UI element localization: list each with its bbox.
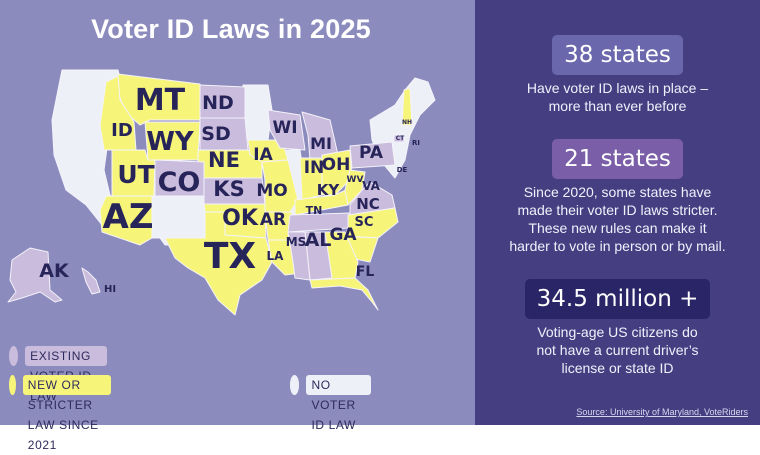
stat-stricter-states: 21 states Since 2020, some states have m… <box>475 139 760 255</box>
map-panel: Voter ID Laws in 2025 <box>0 0 475 452</box>
stats-panel: 38 states Have voter ID laws in place – … <box>475 0 760 425</box>
legend-swatch-new-or-stricter <box>9 375 16 395</box>
state-label-NH: NH <box>402 119 412 126</box>
state-shape-WV <box>344 169 366 206</box>
legend-label-existing: EXISTING VOTER ID LAW <box>25 346 107 403</box>
legend-swatch-no-id <box>290 375 300 395</box>
state-shape-HI <box>81 267 101 295</box>
state-label-OK: OK <box>222 206 259 231</box>
stat-description-line: These new rules can make it <box>528 220 707 236</box>
state-shape-WI <box>267 109 306 151</box>
stat-value: 21 states <box>552 139 683 179</box>
stat-value: 34.5 million + <box>524 279 711 319</box>
state-label-UT: UT <box>117 160 154 189</box>
state-label-GA: GA <box>329 225 357 245</box>
state-shape-ID <box>99 75 137 151</box>
state-label-NE: NE <box>208 148 240 172</box>
state-label-RI: RI <box>412 139 420 147</box>
state-label-WI: WI <box>272 118 297 138</box>
state-label-AL: AL <box>305 229 332 251</box>
state-label-TX: TX <box>204 236 257 277</box>
state-shape-PA <box>349 141 396 169</box>
legend-item-no-id: NO VOTER ID LAW <box>290 375 372 432</box>
legend-label-new-or-stricter: NEW OR STRICTER LAW SINCE 2021 <box>22 375 111 452</box>
state-shape-NH <box>401 87 413 126</box>
source-link[interactable]: Source: University of Maryland, VoteRide… <box>576 407 748 417</box>
state-label-WV: WV <box>347 175 364 185</box>
state-label-KS: KS <box>213 177 244 201</box>
stat-description-line: Have voter ID laws in place – <box>526 80 709 96</box>
state-label-MI: MI <box>310 134 332 153</box>
state-label-KY: KY <box>317 181 341 199</box>
state-label-SD: SD <box>201 123 230 145</box>
us-voter-id-map: MT ID WY UT AZ ND SD NE CO KS OK TX IA M… <box>7 69 436 316</box>
stat-description-line: made their voter ID laws stricter. <box>517 202 718 218</box>
state-shape-AZ <box>99 195 153 246</box>
state-shape-CT <box>393 134 405 143</box>
state-label-AR: AR <box>260 210 286 230</box>
state-label-MT: MT <box>135 83 186 118</box>
legend-swatch-existing <box>9 346 19 366</box>
stat-description-line: Voting-age US citizens do <box>537 324 698 340</box>
stat-description: Have voter ID laws in place – more than … <box>475 79 760 115</box>
stat-description: Since 2020, some states have made their … <box>475 183 760 255</box>
state-label-HI: HI <box>104 284 116 295</box>
state-label-ID: ID <box>111 120 133 141</box>
state-shape-MS <box>287 231 311 281</box>
state-label-FL: FL <box>356 264 375 280</box>
state-label-WY: WY <box>146 127 195 157</box>
legend-label-no-id: NO VOTER ID LAW <box>306 375 372 432</box>
stat-citizens-without-id: 34.5 million + Voting-age US citizens do… <box>475 279 760 377</box>
state-label-PA: PA <box>359 143 384 163</box>
state-label-MS: MS <box>286 235 307 249</box>
page-title: Voter ID Laws in 2025 <box>91 14 371 44</box>
state-shape-OH <box>321 149 353 196</box>
state-shape-AK <box>7 247 63 303</box>
legend-item-existing: EXISTING VOTER ID LAW <box>9 346 107 403</box>
stat-description-line: more than ever before <box>548 98 687 114</box>
state-label-ND: ND <box>202 92 234 114</box>
state-label-DE: DE <box>397 166 408 174</box>
stat-description-line: license or state ID <box>561 360 674 376</box>
state-label-CO: CO <box>158 167 201 198</box>
stat-description: Voting-age US citizens do not have a cur… <box>475 323 760 377</box>
state-label-AZ: AZ <box>103 197 154 237</box>
stat-description-line: not have a current driver’s <box>536 342 699 358</box>
state-label-NC: NC <box>356 195 380 213</box>
stat-states-with-laws: 38 states Have voter ID laws in place – … <box>475 35 760 115</box>
state-shape-FL <box>309 277 379 311</box>
state-label-CT: CT <box>396 135 405 142</box>
state-labels: MT ID WY UT AZ ND SD NE CO KS OK TX IA M… <box>39 83 420 295</box>
state-label-TN: TN <box>306 204 323 217</box>
state-shape-TX <box>164 211 273 316</box>
state-label-LA: LA <box>267 249 285 263</box>
stat-description-line: Since 2020, some states have <box>523 184 712 200</box>
state-label-OH: OH <box>322 155 351 175</box>
stat-description-line: harder to vote in person or by mail. <box>509 238 726 254</box>
state-label-AK: AK <box>39 260 70 282</box>
state-label-MO: MO <box>256 181 287 201</box>
state-label-VA: VA <box>362 179 380 193</box>
state-label-SC: SC <box>355 215 374 230</box>
state-label-IN: IN <box>304 158 325 178</box>
state-label-IA: IA <box>253 145 273 165</box>
stat-value: 38 states <box>552 35 683 75</box>
legend-item-new-or-stricter: NEW OR STRICTER LAW SINCE 2021 <box>9 375 111 452</box>
